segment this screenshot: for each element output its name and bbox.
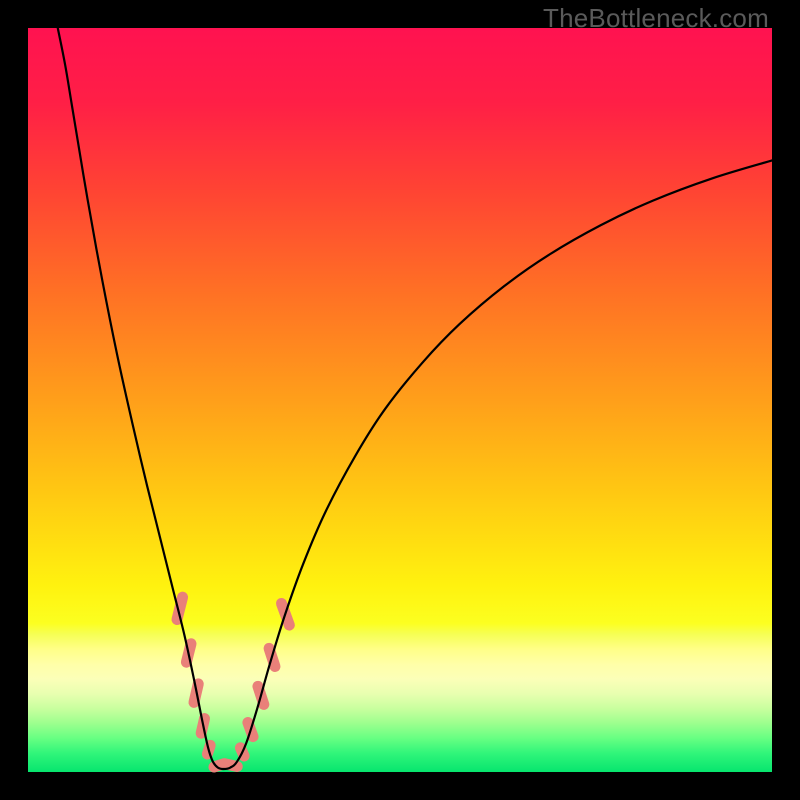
watermark-text: TheBottleneck.com (543, 3, 769, 34)
chart-svg (28, 28, 772, 772)
gradient-background (28, 28, 772, 772)
plot-area (28, 28, 772, 772)
